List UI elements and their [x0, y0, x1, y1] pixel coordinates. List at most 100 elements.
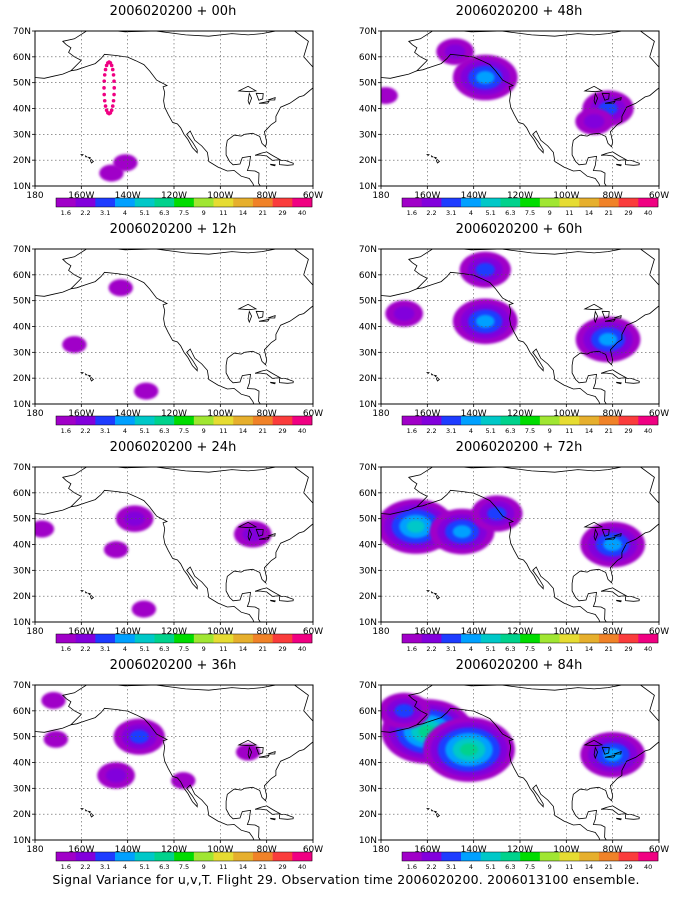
coast-caribbean [254, 587, 282, 597]
coast-hawaii [84, 809, 89, 812]
gridlines [35, 249, 313, 404]
colorbar-label: 2.2 [80, 645, 90, 653]
coast-great-lakes [247, 746, 253, 760]
lat-tick-label: 30N [13, 784, 31, 794]
colorbar-swatch [618, 634, 639, 643]
coast-caribbean [625, 160, 640, 166]
variance-blob-level-4 [406, 520, 425, 533]
lon-tick-label: 160W [68, 627, 94, 637]
colorbar-label: 4 [469, 645, 473, 653]
lat-tick-label: 20N [359, 810, 377, 820]
coast-aleutians [381, 288, 418, 297]
coast-great-lakes [237, 303, 258, 311]
colorbar-swatch [539, 198, 560, 207]
lat-tick-label: 10N [359, 400, 377, 410]
colorbar-swatch [174, 416, 195, 425]
lon-tick-label: 120W [507, 627, 533, 637]
panel-72h: 2006020200 + 72h 10N 20N 30N 40N 50N 60N 70N 18… [346, 436, 692, 654]
variance-blob-level-0 [134, 382, 159, 400]
track-point [109, 108, 114, 113]
colorbar-swatch [134, 852, 155, 861]
colorbar-label: 11 [565, 863, 573, 871]
colorbar-swatch [441, 852, 462, 861]
lat-tick-label: 50N [13, 733, 31, 743]
colorbar-label: 9 [548, 427, 552, 435]
coast-aleutians [35, 724, 72, 733]
colorbar-label: 4 [123, 209, 127, 217]
colorbar-label: 5.1 [139, 645, 149, 653]
colorbar-swatch [539, 634, 560, 643]
variance-blob-level-0 [108, 279, 133, 297]
colorbar-label: 9 [202, 645, 206, 653]
coast-great-lakes [237, 521, 258, 529]
flight-track [102, 60, 117, 116]
coast-aleutians [381, 70, 418, 79]
lat-tick-label: 10N [13, 618, 31, 628]
coast-north-america [61, 467, 313, 622]
coast-hawaii [88, 592, 92, 596]
lat-tick-label: 20N [359, 592, 377, 602]
lat-tick-label: 60N [359, 271, 377, 281]
panel-36h: 2006020200 + 36h 10N 20N 30N 40N 50N 60N 70N 18… [0, 654, 346, 872]
colorbar-swatch [461, 634, 482, 643]
lon-tick-label: 100W [553, 845, 579, 855]
colorbar-label: 40 [298, 645, 306, 653]
colorbar-swatch [421, 416, 442, 425]
variance-blob-level-0 [171, 772, 196, 790]
panel-title: 2006020200 + 36h [109, 658, 237, 673]
coast-caribbean [615, 381, 622, 385]
coast-aleutians [35, 506, 72, 515]
colorbar-label: 11 [219, 209, 227, 217]
colorbar: 1.6 2.2 3.1 4 5.1 6.3 7.5 9 11 14 21 29 40 [401, 851, 659, 871]
map-plot: 10N 20N 30N 40N 50N 60N 70N 180 160W 140W 120W 100W… [13, 245, 323, 435]
lon-tick-label: 120W [161, 191, 187, 201]
coast-caribbean [279, 814, 294, 820]
colorbar-swatch [213, 634, 234, 643]
colorbar-swatch [579, 852, 600, 861]
lat-tick-label: 70N [13, 245, 31, 255]
colorbar: 1.6 2.2 3.1 4 5.1 6.3 7.5 9 11 14 21 29 40 [55, 633, 313, 653]
coast-caribbean [254, 151, 282, 161]
lat-tick-label: 10N [359, 182, 377, 192]
lat-tick-label: 60N [359, 707, 377, 717]
coast-hawaii [79, 371, 84, 374]
lat-tick-label: 30N [359, 784, 377, 794]
colorbar-label: 3.1 [100, 209, 110, 217]
lon-tick-label: 100W [553, 627, 579, 637]
track-point [112, 92, 116, 97]
panel-title: 2006020200 + 84h [455, 658, 583, 673]
colorbar-label: 2.2 [80, 863, 90, 871]
lat-tick-label: 30N [359, 348, 377, 358]
colorbar-swatch [292, 852, 313, 861]
lon-tick-label: 160W [68, 409, 94, 419]
coast-great-lakes [593, 310, 599, 324]
coast-great-lakes [613, 315, 622, 319]
colorbar-swatch [638, 416, 659, 425]
map-plot: 10N 20N 30N 40N 50N 60N 70N 180 160W 140W 120W 100W… [359, 463, 669, 653]
colorbar-label: 4 [469, 863, 473, 871]
lat-tick-label: 20N [13, 156, 31, 166]
lat-tick-label: 30N [13, 130, 31, 140]
coast-hawaii [89, 812, 95, 818]
track-point [111, 98, 116, 103]
coast-hawaii [425, 153, 430, 156]
lon-tick-label: 180 [372, 845, 389, 855]
colorbar-label: 6.3 [159, 209, 169, 217]
colorbar-label: 5.1 [139, 427, 149, 435]
lon-tick-label: 180 [26, 627, 43, 637]
colorbar-swatch [500, 198, 521, 207]
colorbar-label: 1.6 [407, 863, 417, 871]
lon-tick-label: 180 [26, 191, 43, 201]
gridlines [381, 249, 659, 404]
coast-aleutians [35, 288, 72, 297]
colorbar-swatch [598, 852, 619, 861]
variance-blob-level-0 [62, 336, 87, 354]
track-point [102, 79, 107, 83]
lat-tick-label: 20N [13, 810, 31, 820]
coast-great-lakes [258, 536, 270, 540]
colorbar-label: 21 [605, 645, 613, 653]
colorbar-label: 6.3 [505, 209, 515, 217]
lat-tick-label: 40N [359, 541, 377, 551]
colorbar-label: 11 [565, 427, 573, 435]
coast-hawaii [79, 153, 84, 156]
